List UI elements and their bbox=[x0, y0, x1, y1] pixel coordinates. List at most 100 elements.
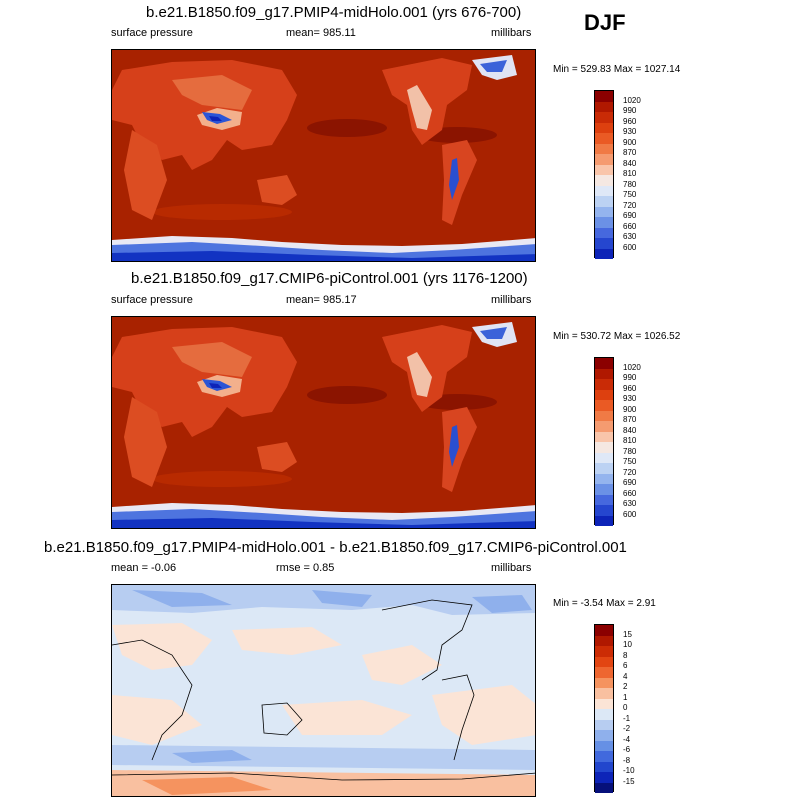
colorbar-tick-label: 630 bbox=[623, 499, 637, 508]
colorbar-tick-label: 15 bbox=[623, 629, 632, 639]
colorbar-swatch bbox=[595, 421, 613, 432]
colorbar-tick-label: 600 bbox=[623, 242, 637, 252]
colorbar-tick-label: 780 bbox=[623, 179, 637, 189]
colorbar-swatch bbox=[595, 431, 613, 442]
colorbar-swatch bbox=[595, 625, 613, 636]
colorbar-swatch bbox=[595, 677, 613, 688]
colorbar-swatch bbox=[595, 719, 613, 730]
colorbar-swatch bbox=[595, 368, 613, 379]
colorbar-tick-label: -15 bbox=[623, 776, 635, 786]
colorbar-swatch bbox=[595, 452, 613, 463]
panel1-map-svg bbox=[112, 50, 535, 261]
colorbar-swatch bbox=[595, 484, 613, 495]
colorbar-swatch bbox=[595, 688, 613, 699]
panel1-minmax: Min = 529.83 Max = 1027.14 bbox=[553, 64, 681, 75]
colorbar-tick-label: 600 bbox=[623, 509, 637, 519]
colorbar-tick-label: 870 bbox=[623, 415, 637, 424]
colorbar-swatch bbox=[595, 238, 613, 249]
colorbar-swatch bbox=[595, 154, 613, 165]
colorbar-tick-label: 990 bbox=[623, 373, 637, 382]
panel1-title: b.e21.B1850.f09_g17.PMIP4-midHolo.001 (y… bbox=[146, 4, 522, 21]
colorbar-tick-label: 6 bbox=[623, 661, 628, 670]
colorbar-swatch bbox=[595, 227, 613, 238]
colorbar-swatch bbox=[595, 143, 613, 154]
colorbar-tick-label: -10 bbox=[623, 766, 635, 775]
panel2-colorbar-labels: 1020 990 960 930 900 870 840 810 780 750 720 690 660… bbox=[623, 357, 653, 525]
panel1-map bbox=[111, 49, 536, 262]
colorbar-tick-label: 750 bbox=[623, 457, 637, 466]
colorbar-swatch bbox=[595, 379, 613, 390]
panel1-colorbar-labels: 1020 990 960 930 900 870 840 810 780 750 720 690 660… bbox=[623, 90, 653, 258]
colorbar-swatch bbox=[595, 206, 613, 217]
colorbar-swatch bbox=[595, 133, 613, 144]
panel2-left-label: surface pressure bbox=[111, 294, 193, 306]
colorbar-tick-label: 1020 bbox=[623, 362, 641, 372]
colorbar-swatch bbox=[595, 442, 613, 453]
colorbar-swatch bbox=[595, 635, 613, 646]
colorbar-swatch bbox=[595, 698, 613, 709]
colorbar-swatch bbox=[595, 185, 613, 196]
colorbar-tick-label: 810 bbox=[623, 436, 637, 445]
colorbar-swatch bbox=[595, 217, 613, 228]
panel3-right-label: millibars bbox=[491, 562, 532, 574]
colorbar-swatch bbox=[595, 494, 613, 505]
panel3-map-svg bbox=[112, 585, 535, 796]
panel1-center-label: mean= 985.11 bbox=[286, 27, 356, 39]
panel3-colorbar bbox=[594, 624, 614, 793]
panel2-map bbox=[111, 316, 536, 529]
colorbar-swatch bbox=[595, 410, 613, 421]
panel3-minmax: Min = -3.54 Max = 2.91 bbox=[553, 598, 656, 609]
colorbar-tick-label: 840 bbox=[623, 425, 637, 435]
colorbar-tick-label: 930 bbox=[623, 394, 637, 403]
colorbar-swatch bbox=[595, 730, 613, 741]
colorbar-tick-label: -8 bbox=[623, 755, 631, 765]
colorbar-tick-label: 720 bbox=[623, 467, 637, 477]
panel2-right-label: millibars bbox=[491, 294, 532, 306]
colorbar-swatch bbox=[595, 91, 613, 102]
panel3-title: b.e21.B1850.f09_g17.PMIP4-midHolo.001 - … bbox=[44, 539, 627, 556]
colorbar-swatch bbox=[595, 505, 613, 516]
colorbar-swatch bbox=[595, 248, 613, 259]
colorbar-tick-label: 10 bbox=[623, 640, 632, 649]
colorbar-tick-label: 720 bbox=[623, 200, 637, 210]
colorbar-tick-label: 690 bbox=[623, 478, 637, 487]
colorbar-tick-label: 960 bbox=[623, 383, 637, 393]
colorbar-swatch bbox=[595, 646, 613, 657]
colorbar-swatch bbox=[595, 196, 613, 207]
colorbar-tick-label: 660 bbox=[623, 221, 637, 231]
colorbar-swatch bbox=[595, 656, 613, 667]
colorbar-tick-label: -2 bbox=[623, 724, 631, 733]
colorbar-swatch bbox=[595, 751, 613, 762]
colorbar-tick-label: 930 bbox=[623, 127, 637, 136]
colorbar-tick-label: 900 bbox=[623, 404, 637, 414]
colorbar-tick-label: 1 bbox=[623, 692, 628, 702]
panel2-title: b.e21.B1850.f09_g17.CMIP6-piControl.001 … bbox=[131, 270, 528, 287]
colorbar-swatch bbox=[595, 772, 613, 783]
colorbar-tick-label: 780 bbox=[623, 446, 637, 456]
panel1-colorbar bbox=[594, 90, 614, 259]
colorbar-swatch bbox=[595, 101, 613, 112]
colorbar-swatch bbox=[595, 740, 613, 751]
colorbar-tick-label: 8 bbox=[623, 650, 628, 660]
colorbar-swatch bbox=[595, 761, 613, 772]
colorbar-tick-label: 1020 bbox=[623, 95, 641, 105]
colorbar-swatch bbox=[595, 175, 613, 186]
colorbar-swatch bbox=[595, 463, 613, 474]
panel3-center-label: rmse = 0.85 bbox=[276, 562, 335, 574]
colorbar-tick-label: -4 bbox=[623, 734, 631, 744]
colorbar-swatch bbox=[595, 164, 613, 175]
colorbar-tick-label: 870 bbox=[623, 148, 637, 157]
colorbar-swatch bbox=[595, 515, 613, 526]
panel3-map bbox=[111, 584, 536, 797]
colorbar-swatch bbox=[595, 473, 613, 484]
panel1-left-label: surface pressure bbox=[111, 27, 193, 39]
colorbar-tick-label: -1 bbox=[623, 713, 631, 723]
panel2-map-svg bbox=[112, 317, 535, 528]
panel2-colorbar bbox=[594, 357, 614, 526]
panel3-colorbar-labels: 15 10 8 6 4 2 1 0 -1 -2 -4 -6 -8 -10 -15 bbox=[623, 624, 653, 792]
panel2-minmax: Min = 530.72 Max = 1026.52 bbox=[553, 331, 681, 342]
panel3-left-label: mean = -0.06 bbox=[111, 562, 177, 574]
colorbar-tick-label: 4 bbox=[623, 671, 628, 681]
colorbar-tick-label: 2 bbox=[623, 682, 628, 691]
colorbar-swatch bbox=[595, 667, 613, 678]
